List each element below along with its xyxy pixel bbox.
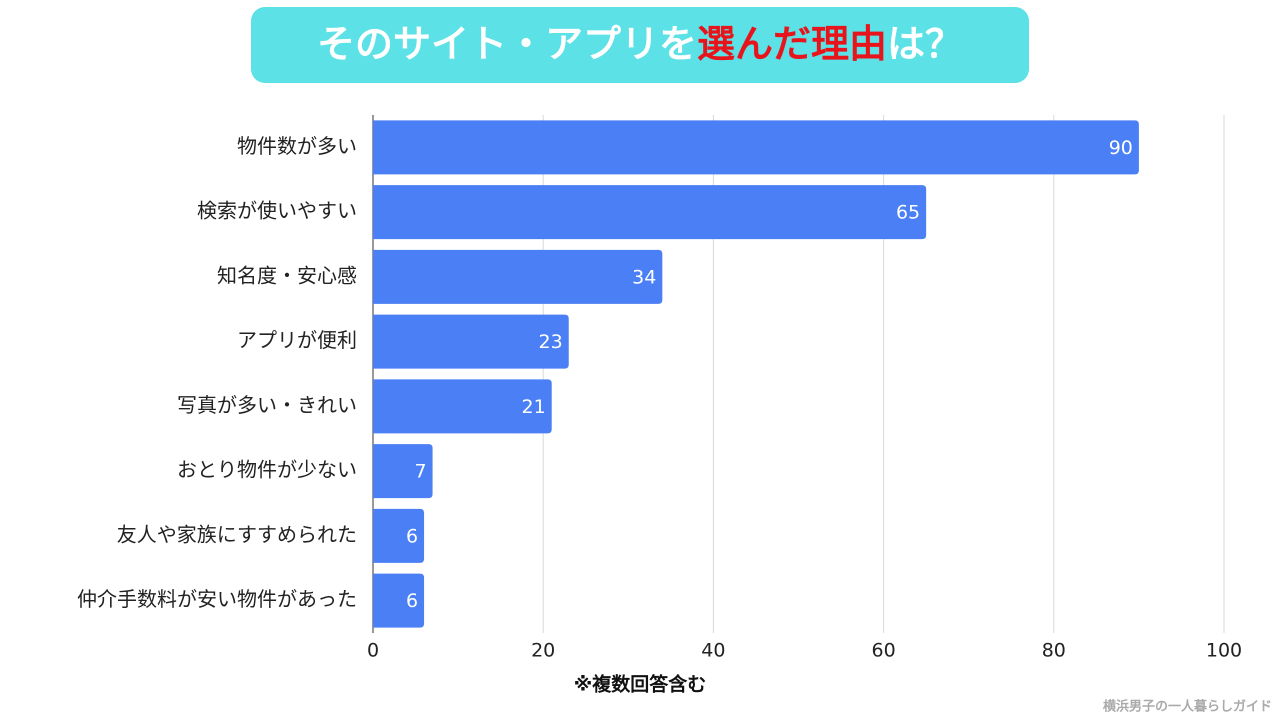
y-tick-label: 物件数が多い: [237, 134, 357, 158]
bar: [373, 444, 433, 499]
y-tick-label: 写真が多い・きれい: [177, 393, 357, 417]
y-tick-label: おとり物件が少ない: [177, 458, 357, 482]
x-tick-label: 80: [1042, 640, 1066, 662]
bar: [373, 120, 1139, 175]
y-tick-label: アプリが便利: [237, 328, 357, 352]
x-tick-label: 40: [701, 640, 725, 662]
bar: [373, 249, 663, 304]
bar: [373, 185, 927, 240]
x-tick-label: 100: [1206, 640, 1242, 662]
value-label: 23: [539, 331, 563, 353]
chart-title: そのサイト・アプリを選んだ理由は？: [317, 22, 963, 66]
title-part: は？: [887, 22, 963, 66]
title-part: そのサイト・アプリを: [317, 22, 697, 66]
bar: [373, 573, 425, 628]
bar: [373, 314, 569, 369]
value-label: 6: [406, 590, 418, 612]
y-tick-label: 知名度・安心感: [217, 263, 357, 287]
value-label: 90: [1109, 137, 1133, 159]
value-label: 34: [632, 266, 656, 288]
value-label: 65: [896, 202, 920, 224]
value-label: 21: [522, 396, 546, 418]
x-tick-label: 20: [531, 640, 555, 662]
credit: 横浜男子の一人暮らしガイド: [1103, 699, 1272, 715]
value-label: 6: [406, 525, 418, 547]
y-tick-label: 仲介手数料が安い物件があった: [77, 587, 357, 611]
value-label: 7: [414, 461, 426, 483]
title-box: [251, 7, 1029, 83]
y-tick-label: 検索が使いやすい: [197, 199, 357, 223]
x-tick-label: 60: [872, 640, 896, 662]
bar: [373, 508, 425, 563]
bar: [373, 379, 552, 434]
y-tick-label: 友人や家族にすすめられた: [117, 522, 357, 546]
x-tick-label: 0: [367, 640, 379, 662]
title-part: 選んだ理由: [697, 22, 887, 66]
note: ※複数回答含む: [574, 673, 706, 696]
